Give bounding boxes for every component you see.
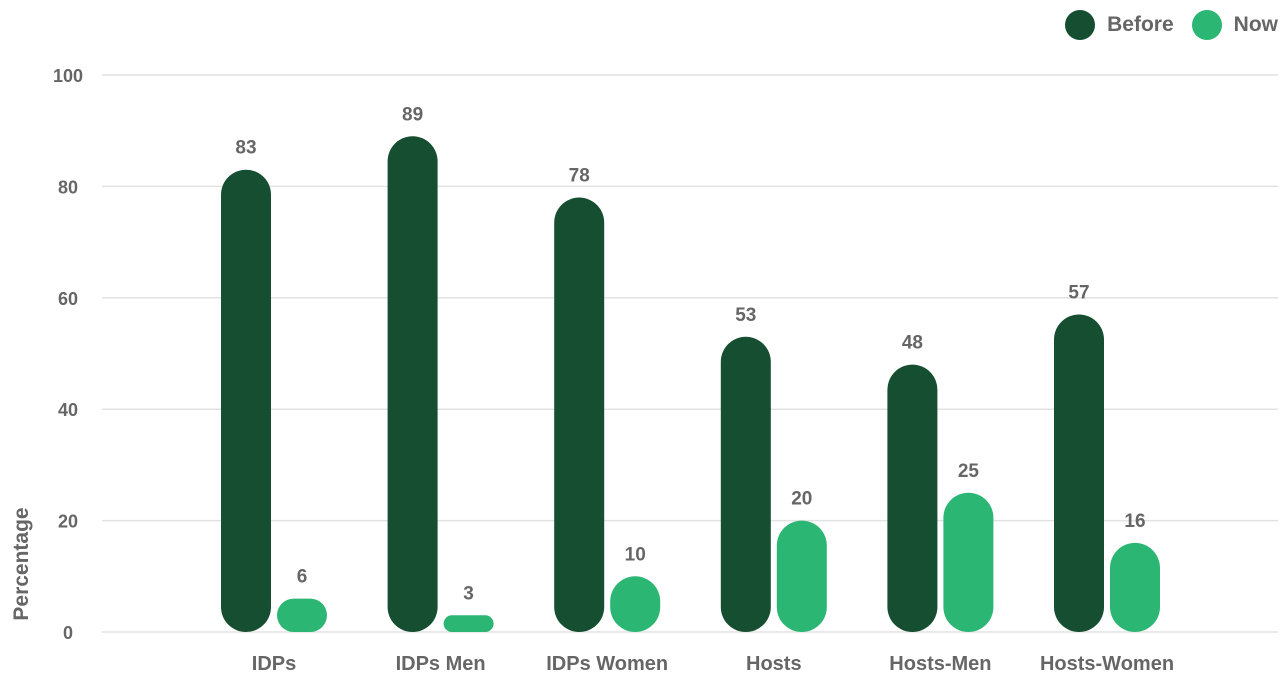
legend: Before Now (1047, 10, 1278, 40)
y-tick-label: 80 (58, 177, 78, 197)
data-label: 16 (1124, 511, 1145, 532)
x-axis-ticks: IDPs IDPs Men IDPs Women Hosts Hosts-Men Host… (252, 653, 1174, 675)
bar-before-idps-women[interactable] (554, 197, 605, 633)
x-tick-label: IDPs (252, 653, 296, 675)
bar-before-hosts[interactable] (720, 336, 771, 632)
data-label: 78 (569, 166, 590, 187)
x-tick-label: Hosts (746, 653, 802, 675)
x-tick-label: Hosts-Men (889, 653, 991, 675)
y-tick-label: 0 (63, 623, 73, 643)
bar-now-idps[interactable] (277, 598, 327, 632)
bar-now-hosts-women[interactable] (1110, 542, 1160, 632)
bar-before-idps[interactable] (221, 169, 271, 632)
data-label: 25 (958, 461, 980, 482)
data-label: 57 (1068, 283, 1089, 304)
legend-item-now[interactable]: Now (1191, 10, 1278, 40)
data-label: 10 (625, 544, 646, 565)
x-tick-label: Hosts-Women (1040, 653, 1174, 675)
legend-swatch-before (1065, 10, 1096, 40)
bar-before-idps-men[interactable] (387, 136, 438, 632)
gridlines (102, 74, 1278, 633)
bar-now-idps-women[interactable] (610, 576, 661, 632)
data-label: 3 (463, 583, 474, 604)
legend-label-before: Before (1107, 13, 1174, 36)
data-label: 6 (297, 567, 308, 588)
x-tick-label: IDPs Women (546, 653, 668, 675)
data-label: 48 (902, 333, 923, 354)
y-tick-label: 60 (58, 289, 78, 309)
y-axis-label: Percentage (10, 507, 33, 620)
bar-before-hosts-men[interactable] (887, 364, 938, 632)
legend-item-before[interactable]: Before (1065, 10, 1174, 40)
legend-swatch-now (1191, 10, 1222, 40)
y-tick-label: 40 (58, 400, 78, 420)
data-label: 83 (235, 138, 256, 159)
bar-now-hosts-men[interactable] (943, 492, 994, 632)
data-label: 89 (402, 104, 423, 125)
x-tick-label: IDPs Men (396, 653, 486, 675)
legend-label-now: Now (1233, 13, 1278, 36)
y-tick-label: 20 (58, 512, 78, 532)
data-label: 20 (791, 489, 812, 510)
y-axis-ticks: 0 20 40 60 80 100 (53, 66, 83, 643)
bar-before-hosts-women[interactable] (1054, 314, 1104, 632)
y-tick-label: 100 (53, 66, 83, 86)
bar-now-idps-men[interactable] (443, 615, 494, 632)
bar-now-hosts[interactable] (776, 520, 827, 632)
data-label: 53 (735, 305, 756, 326)
bars: 83 6 89 3 78 10 53 20 48 25 57 16 (221, 104, 1160, 633)
